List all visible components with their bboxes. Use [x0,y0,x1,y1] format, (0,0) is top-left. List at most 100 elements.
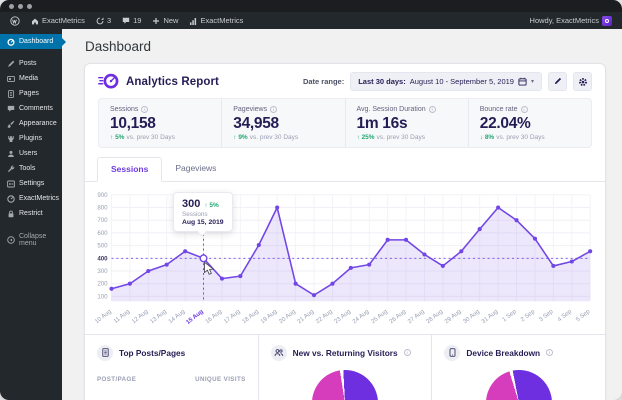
date-range-button[interactable]: Last 30 days: August 10 - September 5, 2… [350,72,542,91]
wp-admin-bar: ExactMetrics 3 19 New ExactMetrics Howdy… [0,12,622,29]
calendar-icon [518,77,527,86]
tab-pageviews[interactable]: Pageviews [175,163,217,173]
sidebar-item-settings[interactable]: Settings [0,176,62,191]
sidebar-item-label: Pages [19,90,39,97]
sidebar-item-label: Appearance [19,120,57,127]
date-range-preset: Last 30 days: [358,77,406,86]
admin-bar-exactmetrics[interactable]: ExactMetrics [189,16,243,25]
report-title: Analytics Report [126,75,219,88]
plugins-icon [8,135,14,142]
stat-pageviews: Pageviews 34,958 ↑ 9%vs. prev 30 Days [221,99,344,147]
exactmetrics-logo [98,73,119,89]
sidebar-item-appearance[interactable]: Appearance [0,116,62,131]
stat-label: Pageviews [233,106,268,113]
window-control-dot[interactable] [18,3,23,9]
info-icon[interactable] [428,106,436,113]
window-control-dot[interactable] [27,3,32,9]
stat-delta-suffix: vs. prev 30 Days [126,134,175,141]
chart-tabs: Sessions Pageviews [85,157,605,182]
info-icon[interactable] [270,106,278,113]
posts-icon [8,60,15,67]
sidebar-item-label: Posts [19,60,37,67]
edit-button[interactable] [548,72,567,91]
sidebar-item-exactmetrics[interactable]: ExactMetrics [0,191,62,206]
admin-bar-updates[interactable]: 3 [96,16,111,25]
sessions-line-chart[interactable]: 100 200 300 400 500 600 700 800 900 10 Aug 11 Aug 1… [85,182,605,332]
settings-button[interactable] [573,72,592,91]
sidebar-item-label: Media [19,75,39,82]
chart-tooltip: 300 ↑ 5% Sessions Aug 15, 2019 [173,192,233,232]
sidebar-item-label: Plugins [19,135,42,142]
stat-value: 22.04% [479,115,531,132]
trend-up-icon: ↑ [204,202,208,209]
plugin-label: ExactMetrics [200,16,244,25]
pencil-icon [554,77,562,85]
howdy-menu[interactable]: Howdy, ExactMetrics [530,15,612,26]
sidebar-item-tools[interactable]: Tools [0,161,62,176]
svg-text:30 Aug: 30 Aug [462,309,481,325]
info-icon[interactable] [403,349,411,357]
widget-title: Top Posts/Pages [119,347,186,358]
comments-icon [7,105,15,112]
admin-bar-new[interactable]: New [152,16,178,25]
date-range-label: Date range: [302,77,345,86]
svg-text:21 Aug: 21 Aug [297,309,316,325]
stat-bounce-rate: Bounce rate 22.04% ↓ 8%vs. prev 30 Days [467,99,591,147]
window-control-dot[interactable] [9,3,14,9]
sidebar-item-users[interactable]: Users [0,146,62,161]
svg-text:900: 900 [97,192,108,199]
svg-text:2 Sep: 2 Sep [520,309,537,324]
sidebar-item-plugins[interactable]: Plugins [0,131,62,146]
admin-bar-comments[interactable]: 19 [122,16,141,25]
sidebar-item-posts[interactable]: Posts [0,56,62,71]
svg-text:11 Aug: 11 Aug [113,309,131,325]
chart-canvas[interactable]: 100 200 300 400 500 600 700 800 900 10 Aug 11 Aug 1… [90,187,598,332]
stats-panel: Sessions 10,158 ↑ 5%vs. prev 30 Days Pag… [98,98,592,148]
sidebar-item-media[interactable]: Media [0,71,62,86]
info-icon[interactable] [520,106,528,113]
lock-icon [8,210,14,217]
tools-icon [8,165,15,172]
sidebar-item-label: Users [19,150,38,157]
main-content: Dashboard Analytics [62,29,622,400]
svg-text:29 Aug: 29 Aug [444,309,463,325]
column-header-post-page: POST/PAGE [97,375,137,383]
tooltip-value: 300 [182,198,201,210]
stat-delta: 25% [361,134,375,141]
info-icon[interactable] [141,106,149,113]
wp-logo-icon[interactable] [10,15,20,26]
sidebar-item-comments[interactable]: Comments [0,101,62,116]
stat-value: 1m 16s [356,115,408,132]
svg-text:14 Aug: 14 Aug [168,309,187,325]
page-title: Dashboard [85,39,152,54]
svg-text:500: 500 [97,243,108,250]
svg-text:31 Aug: 31 Aug [481,309,500,325]
date-range-value: August 10 - September 5, 2019 [409,77,514,86]
info-icon[interactable] [546,349,554,357]
svg-text:19 Aug: 19 Aug [260,309,279,325]
sidebar-collapse-menu[interactable]: Collapse menu [0,229,62,250]
sidebar-item-pages[interactable]: Pages [0,86,62,101]
svg-text:300: 300 [97,268,108,275]
sidebar-item-label: Dashboard [19,38,54,45]
admin-bar-site-link[interactable]: ExactMetrics [31,16,85,25]
comments-icon [122,17,130,24]
svg-text:3 Sep: 3 Sep [538,309,555,324]
tab-sessions[interactable]: Sessions [97,157,163,182]
updates-count: 3 [106,16,112,25]
tooltip-delta: 5% [209,202,219,209]
window-titlebar [0,0,622,12]
sidebar-item-dashboard[interactable]: Dashboard [0,34,62,49]
svg-text:200: 200 [97,281,108,288]
settings-icon [7,180,15,187]
exactmetrics-icon [7,194,15,203]
people-icon [270,344,287,361]
stat-value: 10,158 [110,115,156,132]
visitors-pie-chart [312,369,378,400]
svg-text:800: 800 [97,204,108,211]
sidebar-item-restrict[interactable]: Restrict [0,206,62,221]
widget-title: Device Breakdown [466,347,541,358]
stat-delta-suffix: vs. prev 30 Days [249,134,299,141]
sidebar-item-label: Restrict [19,210,43,217]
widget-new-vs-returning: New vs. Returning Visitors [257,334,432,400]
